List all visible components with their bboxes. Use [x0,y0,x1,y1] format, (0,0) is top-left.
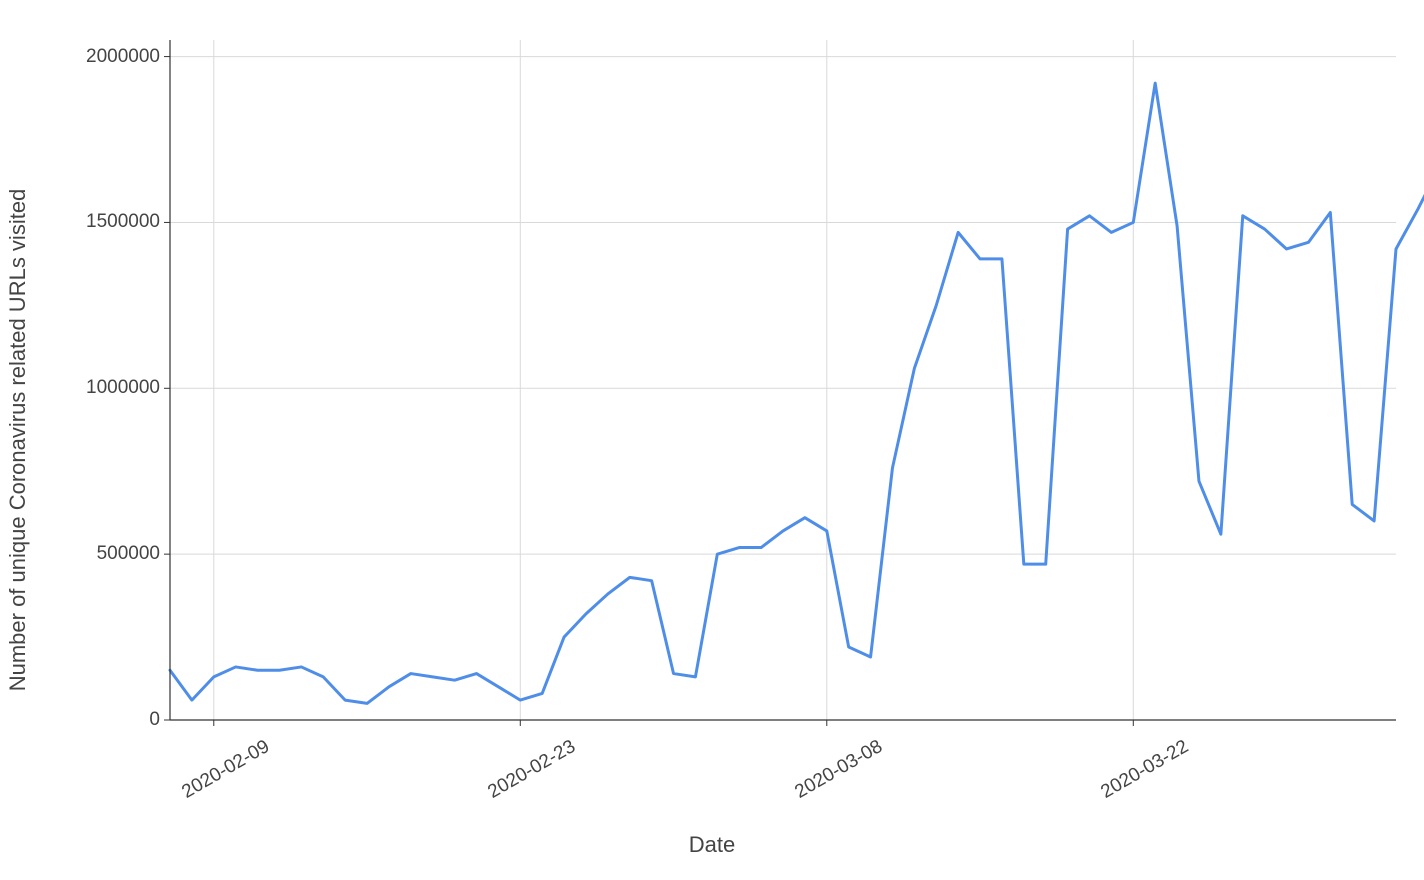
x-tick-label: 2020-03-22 [1098,736,1193,804]
plot-area: 05000001000000150000020000002020-02-0920… [170,40,1396,720]
y-tick-label: 1000000 [86,377,160,399]
y-tick-label: 1500000 [86,211,160,233]
y-tick-label: 500000 [97,543,160,565]
y-tick-label: 0 [149,709,160,731]
data-line [170,83,1424,703]
y-axis-label: Number of unique Coronavirus related URL… [5,189,31,692]
y-tick-label: 2000000 [86,46,160,68]
x-axis-label: Date [689,832,735,858]
chart-container: Number of unique Coronavirus related URL… [0,0,1424,880]
x-tick-label: 2020-03-08 [791,736,886,804]
chart-svg [170,40,1396,720]
x-tick-label: 2020-02-09 [178,736,273,804]
x-tick-label: 2020-02-23 [485,736,580,804]
